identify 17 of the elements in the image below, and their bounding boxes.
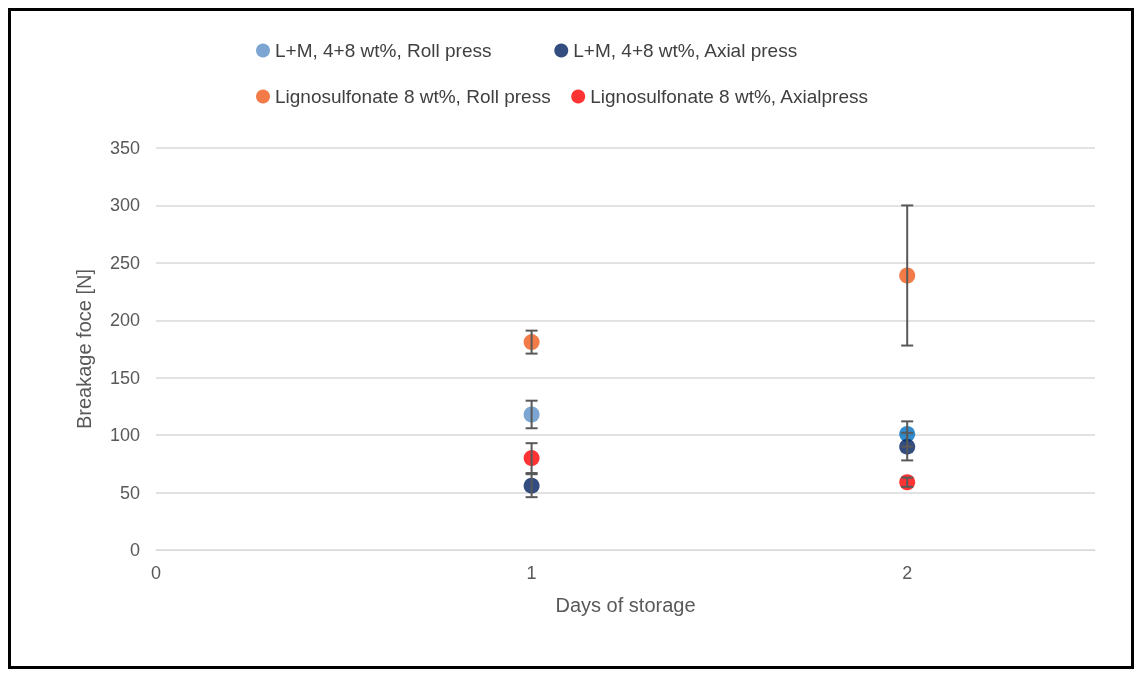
y-tick-label: 350 — [109, 138, 140, 158]
x-tick-label: 0 — [150, 563, 162, 583]
legend-label: Lignosulfonate 8 wt%, Roll press — [275, 86, 562, 107]
x-axis-title: Days of storage — [555, 594, 696, 616]
y-tick-label: 100 — [109, 425, 140, 446]
legend-label: Lignosulfonate 8 wt%, Axialpress — [590, 86, 879, 107]
x-tick-label: 2 — [902, 563, 913, 583]
legend-label: L+M, 4+8 wt%, Axial press — [573, 40, 845, 61]
x-tick-label: 1 — [526, 563, 537, 583]
y-axis-title: Breakage foce [N] — [73, 268, 95, 430]
y-tick-label: 200 — [109, 310, 140, 331]
y-tick-label: 250 — [109, 252, 140, 273]
y-tick-label: 150 — [109, 367, 140, 388]
y-tick-label: 300 — [109, 195, 140, 216]
y-tick-label: 50 — [119, 482, 140, 503]
y-tick-label: 0 — [129, 540, 140, 560]
legend-label: L+M, 4+8 wt%, Roll press — [275, 40, 545, 61]
